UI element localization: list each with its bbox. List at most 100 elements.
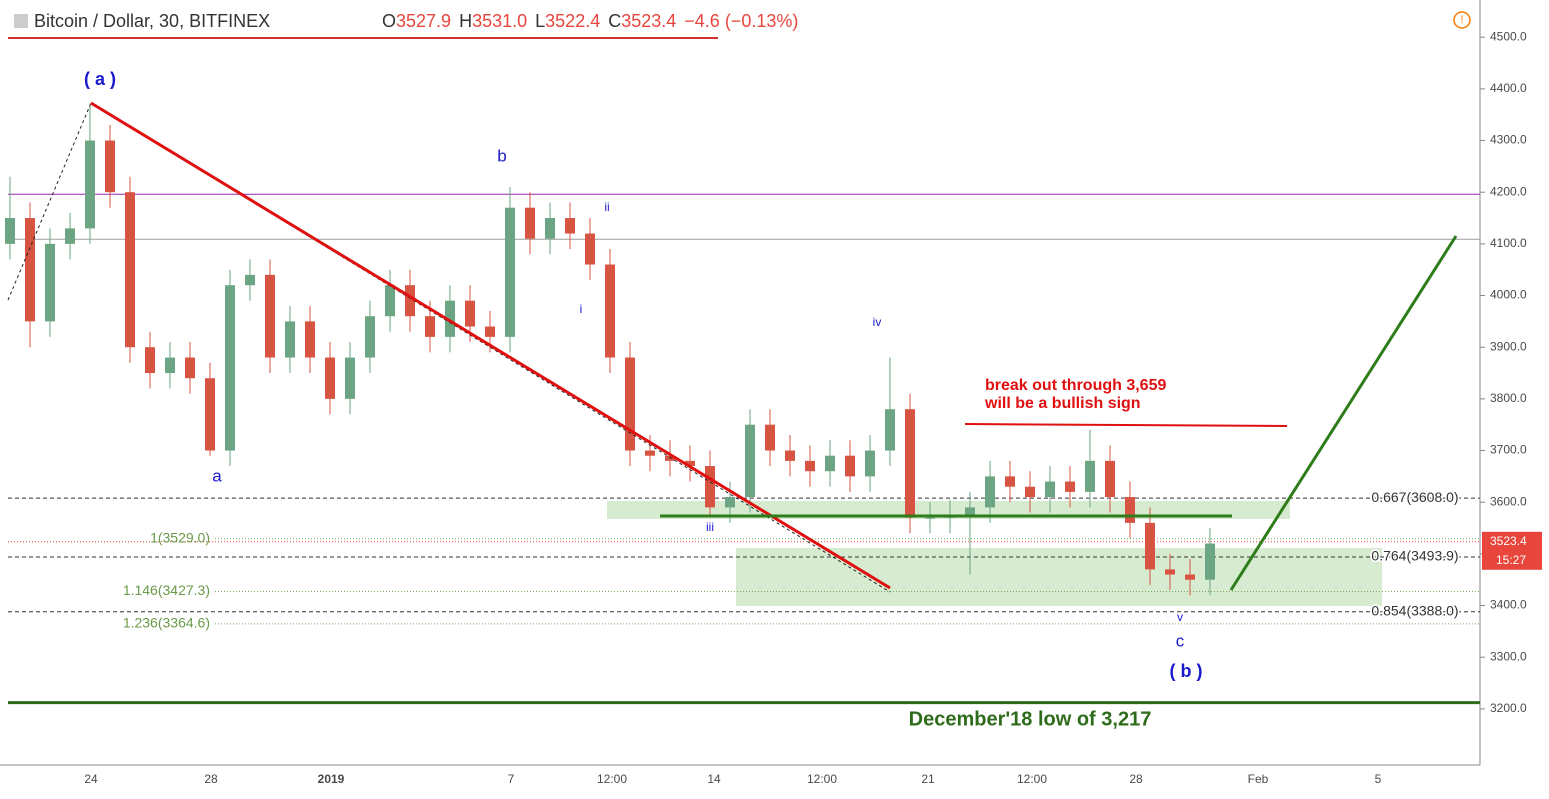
- candle-body: [785, 450, 795, 461]
- candle-body: [685, 460, 695, 467]
- x-tick-label: Feb: [1248, 772, 1269, 786]
- x-tick-label: 5: [1375, 772, 1382, 786]
- x-tick-label: 12:00: [1017, 772, 1047, 786]
- candle-body: [225, 285, 235, 451]
- wave-label: iv: [873, 315, 882, 329]
- candle-body: [5, 218, 15, 244]
- candle-body: [125, 192, 135, 348]
- fib-label: 0.764(3493.9): [1371, 548, 1458, 564]
- candle-body: [665, 455, 675, 461]
- candle-body: [1025, 486, 1035, 498]
- y-tick-label: 3200.0: [1490, 701, 1527, 715]
- x-tick-label: 14: [707, 772, 721, 786]
- annotation: December'18 low of 3,217: [909, 708, 1152, 730]
- countdown: 15:27: [1496, 553, 1526, 567]
- symbol-icon: [14, 14, 28, 28]
- candle-body: [265, 274, 275, 358]
- candle-body: [845, 455, 855, 477]
- candle-body: [365, 316, 375, 358]
- y-tick-label: 3800.0: [1490, 391, 1527, 405]
- wave-label: b: [497, 146, 506, 165]
- candle-body: [1105, 460, 1115, 498]
- candle-body: [625, 357, 635, 451]
- candle-body: [465, 300, 475, 327]
- candle-body: [645, 450, 655, 456]
- alert-icon-mark: !: [1460, 14, 1463, 26]
- candle-body: [325, 357, 335, 399]
- candle-body: [445, 300, 455, 337]
- last-price-label: 3523.4: [1490, 534, 1527, 548]
- x-tick-label: 28: [1129, 772, 1143, 786]
- candle-body: [1065, 481, 1075, 492]
- candle-body: [605, 264, 615, 358]
- x-tick-label: 24: [84, 772, 98, 786]
- candle-body: [285, 321, 295, 358]
- last-price-box: [1482, 531, 1542, 570]
- x-tick-label: 7: [508, 772, 515, 786]
- candle-body: [525, 207, 535, 239]
- fib-label: 1(3529.0): [150, 530, 210, 546]
- x-tick-label: 2019: [318, 772, 345, 786]
- fib-label: 1.236(3364.6): [123, 615, 210, 631]
- candle-body: [1145, 522, 1155, 570]
- x-tick-label: 28: [204, 772, 218, 786]
- candle-body: [985, 476, 995, 508]
- candle-body: [165, 357, 175, 374]
- wave-label: c: [1176, 631, 1185, 650]
- candle-body: [405, 285, 415, 317]
- y-tick-label: 3400.0: [1490, 598, 1527, 612]
- y-tick-label: 4300.0: [1490, 133, 1527, 147]
- candle-body: [745, 424, 755, 498]
- candle-body: [45, 243, 55, 322]
- wave-label: iii: [706, 520, 714, 534]
- candle-body: [1045, 481, 1055, 498]
- wave-label: ii: [604, 200, 609, 214]
- fib-label: 1.146(3427.3): [123, 582, 210, 598]
- candle-body: [1125, 497, 1135, 523]
- wave-label: i: [580, 302, 583, 316]
- candle-body: [105, 140, 115, 193]
- x-tick-label: 12:00: [597, 772, 627, 786]
- candle-body: [505, 207, 515, 337]
- y-tick-label: 4100.0: [1490, 236, 1527, 250]
- candle-body: [25, 218, 35, 322]
- candle-body: [1005, 476, 1015, 487]
- candle-body: [1185, 574, 1195, 580]
- resistance-line: [964, 423, 1288, 427]
- y-tick-label: 4400.0: [1490, 81, 1527, 95]
- ohlc: O3527.9 H3531.0 L3522.4 C3523.4 −4.6 (−0.13%…: [382, 11, 798, 31]
- wave-label: ( a ): [84, 69, 116, 89]
- y-tick-label: 3700.0: [1490, 443, 1527, 457]
- candle-body: [865, 450, 875, 477]
- candle-body: [385, 285, 395, 317]
- candle-body: [205, 378, 215, 451]
- candle-body: [1205, 543, 1215, 580]
- y-tick-label: 3900.0: [1490, 339, 1527, 353]
- candle-body: [145, 347, 155, 374]
- symbol: Bitcoin / Dollar, 30, BITFINEX: [34, 11, 270, 31]
- candle-body: [65, 228, 75, 244]
- candle-body: [825, 455, 835, 472]
- candle-body: [885, 409, 895, 451]
- alert-icon[interactable]: [1453, 11, 1471, 29]
- candle-body: [765, 424, 775, 451]
- candle-body: [185, 357, 195, 379]
- y-tick-label: 3300.0: [1490, 649, 1527, 663]
- y-tick-label: 3600.0: [1490, 494, 1527, 508]
- fib-label: 0.667(3608.0): [1371, 489, 1458, 505]
- wave-label: a: [212, 466, 222, 485]
- candle-body: [585, 233, 595, 265]
- candle-body: [965, 507, 975, 516]
- candle-body: [85, 140, 95, 229]
- trend-line: [90, 101, 891, 590]
- wave-label: ( b ): [1170, 661, 1203, 681]
- candle-body: [565, 218, 575, 234]
- candle-body: [305, 321, 315, 358]
- candle-body: [1165, 569, 1175, 575]
- candle-body: [925, 517, 935, 519]
- y-tick-label: 4500.0: [1490, 29, 1527, 43]
- candle-body: [1085, 460, 1095, 492]
- wave-label: v: [1177, 610, 1183, 624]
- fib-label: 0.854(3388.0): [1371, 602, 1458, 618]
